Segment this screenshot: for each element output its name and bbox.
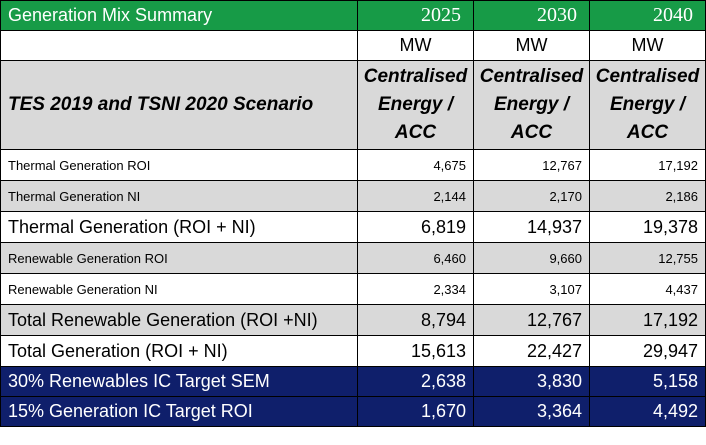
- value-cell: 17,192: [589, 304, 706, 336]
- table-row: Thermal Generation NI 2,144 2,170 2,186: [0, 180, 706, 212]
- year-2030-header: 2030: [473, 0, 590, 31]
- row-label: Total Generation (ROI + NI): [0, 335, 358, 367]
- value-cell: 2,638: [357, 366, 474, 397]
- table-row: Thermal Generation ROI 4,675 12,767 17,1…: [0, 149, 706, 181]
- value-cell: 2,186: [589, 180, 706, 212]
- generation-mix-table: Generation Mix Summary 2025 2030 2040 MW…: [0, 0, 706, 427]
- value-cell: 12,755: [589, 242, 706, 274]
- scenario-name-cell: Centralised Energy / ACC: [589, 60, 706, 150]
- row-label: 30% Renewables IC Target SEM: [0, 366, 358, 397]
- row-label: 15% Generation IC Target ROI: [0, 396, 358, 427]
- year-2025-header: 2025: [357, 0, 474, 31]
- row-label: Renewable Generation NI: [0, 273, 358, 305]
- value-cell: 5,158: [589, 366, 706, 397]
- value-cell: 19,378: [589, 211, 706, 243]
- units-label-cell: [0, 30, 358, 61]
- table-row: Renewable Generation NI 2,334 3,107 4,43…: [0, 273, 706, 305]
- value-cell: 17,192: [589, 149, 706, 181]
- table-row: Total Generation (ROI + NI) 15,613 22,42…: [0, 335, 706, 367]
- value-cell: 6,460: [357, 242, 474, 274]
- value-cell: 29,947: [589, 335, 706, 367]
- value-cell: 6,819: [357, 211, 474, 243]
- value-cell: 3,364: [473, 396, 590, 427]
- value-cell: 4,437: [589, 273, 706, 305]
- value-cell: 9,660: [473, 242, 590, 274]
- row-label: Thermal Generation ROI: [0, 149, 358, 181]
- scenario-name-cell: Centralised Energy / ACC: [357, 60, 474, 150]
- unit-cell: MW: [589, 30, 706, 61]
- value-cell: 3,107: [473, 273, 590, 305]
- table-row: 15% Generation IC Target ROI 1,670 3,364…: [0, 396, 706, 427]
- row-label: Thermal Generation (ROI + NI): [0, 211, 358, 243]
- value-cell: 14,937: [473, 211, 590, 243]
- table-row: Renewable Generation ROI 6,460 9,660 12,…: [0, 242, 706, 274]
- value-cell: 4,492: [589, 396, 706, 427]
- table-row: Thermal Generation (ROI + NI) 6,819 14,9…: [0, 211, 706, 243]
- value-cell: 3,830: [473, 366, 590, 397]
- table-title: Generation Mix Summary: [0, 0, 358, 31]
- value-cell: 2,334: [357, 273, 474, 305]
- value-cell: 8,794: [357, 304, 474, 336]
- unit-cell: MW: [357, 30, 474, 61]
- value-cell: 2,144: [357, 180, 474, 212]
- row-label: Thermal Generation NI: [0, 180, 358, 212]
- table-row: Total Renewable Generation (ROI +NI) 8,7…: [0, 304, 706, 336]
- scenario-label: TES 2019 and TSNI 2020 Scenario: [0, 60, 358, 150]
- value-cell: 12,767: [473, 304, 590, 336]
- row-label: Renewable Generation ROI: [0, 242, 358, 274]
- year-2040-header: 2040: [589, 0, 706, 31]
- unit-cell: MW: [473, 30, 590, 61]
- row-label: Total Renewable Generation (ROI +NI): [0, 304, 358, 336]
- units-row: MW MW MW: [0, 30, 706, 61]
- value-cell: 12,767: [473, 149, 590, 181]
- value-cell: 2,170: [473, 180, 590, 212]
- table-row: 30% Renewables IC Target SEM 2,638 3,830…: [0, 366, 706, 397]
- scenario-row: TES 2019 and TSNI 2020 Scenario Centrali…: [0, 60, 706, 150]
- scenario-name-cell: Centralised Energy / ACC: [473, 60, 590, 150]
- header-row: Generation Mix Summary 2025 2030 2040: [0, 0, 706, 31]
- value-cell: 22,427: [473, 335, 590, 367]
- value-cell: 4,675: [357, 149, 474, 181]
- value-cell: 15,613: [357, 335, 474, 367]
- value-cell: 1,670: [357, 396, 474, 427]
